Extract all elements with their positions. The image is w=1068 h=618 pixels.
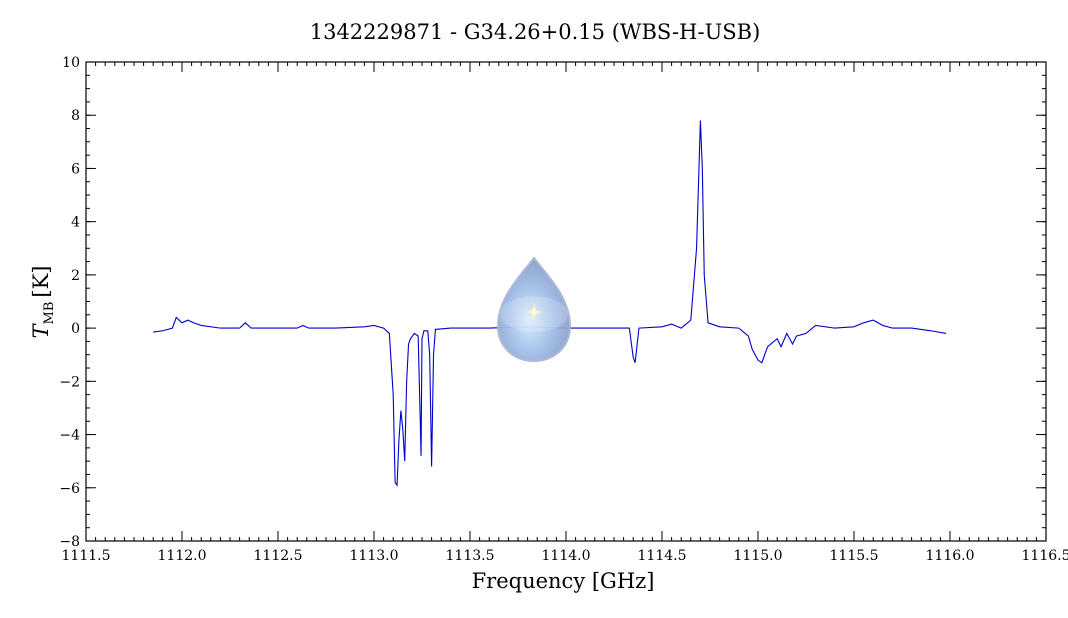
y-tick-label: 0 — [71, 321, 80, 337]
herschel-drop-logo — [496, 256, 572, 363]
y-tick-label: −8 — [59, 534, 80, 550]
y-tick-label: 10 — [62, 55, 80, 71]
chart-title: 1342229871 - G34.26+0.15 (WBS-H-USB) — [310, 20, 761, 44]
x-tick-label: 1113.0 — [350, 548, 399, 564]
axis-tick-labels: 1111.5 1112.0 1112.5 1113.0 1113.5 1114.0 1114… — [59, 55, 1068, 564]
y-tick-label: 2 — [71, 268, 80, 284]
y-tick-label: 4 — [71, 215, 80, 231]
plot-frame — [85, 61, 1047, 542]
x-tick-label: 1112.0 — [158, 548, 207, 564]
x-tick-label: 1114.0 — [542, 548, 591, 564]
y-axis-label: TMB [K] — [29, 266, 57, 339]
x-tick-label: 1116.5 — [1022, 548, 1068, 564]
spectrum-line — [153, 120, 947, 487]
x-tick-label: 1114.5 — [638, 548, 687, 564]
x-tick-label: 1111.5 — [62, 548, 111, 564]
y-axis-label-unit: [K] — [29, 266, 53, 298]
x-tick-label: 1115.5 — [830, 548, 879, 564]
y-tick-label: 8 — [71, 108, 80, 124]
axis-ticks — [85, 61, 1047, 542]
y-axis-label-sub: MB — [42, 302, 57, 325]
y-tick-label: −2 — [59, 374, 80, 390]
y-tick-label: −6 — [59, 481, 80, 497]
x-tick-label: 1115.0 — [734, 548, 783, 564]
y-tick-label: 6 — [71, 161, 80, 177]
x-tick-label: 1113.5 — [446, 548, 495, 564]
y-axis-label-main: T — [29, 322, 53, 338]
x-tick-label: 1116.0 — [926, 548, 975, 564]
x-tick-label: 1112.5 — [254, 548, 303, 564]
y-tick-label: −4 — [59, 428, 80, 444]
x-axis-label: Frequency [GHz] — [472, 569, 655, 593]
